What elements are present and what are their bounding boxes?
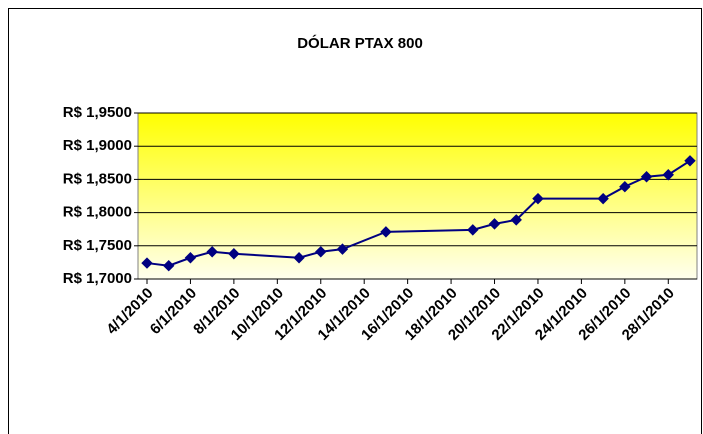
y-tick-label: R$ 1,7500 — [63, 237, 132, 254]
marker — [380, 226, 392, 238]
marker — [532, 192, 544, 205]
marker — [467, 224, 479, 236]
marker — [206, 246, 218, 258]
marker — [619, 180, 631, 193]
y-tick-label: R$ 1,8500 — [63, 170, 132, 187]
plot-area — [137, 112, 698, 280]
y-tick-label: R$ 1,9500 — [63, 104, 132, 121]
marker — [315, 246, 327, 258]
marker — [336, 243, 349, 255]
marker — [662, 169, 674, 181]
marker — [597, 192, 609, 205]
marker — [640, 171, 653, 183]
marker — [510, 214, 522, 226]
marker — [684, 155, 696, 167]
y-tick-label: R$ 1,7000 — [63, 270, 132, 287]
marker — [184, 252, 197, 264]
chart-title: DÓLAR PTAX 800 — [297, 34, 423, 52]
y-tick-label: R$ 1,8000 — [63, 204, 132, 221]
marker — [293, 252, 305, 264]
y-tick-label: R$ 1,9000 — [63, 137, 132, 154]
marker — [228, 248, 240, 260]
marker — [163, 260, 175, 272]
marker — [141, 257, 153, 269]
marker — [488, 218, 501, 230]
